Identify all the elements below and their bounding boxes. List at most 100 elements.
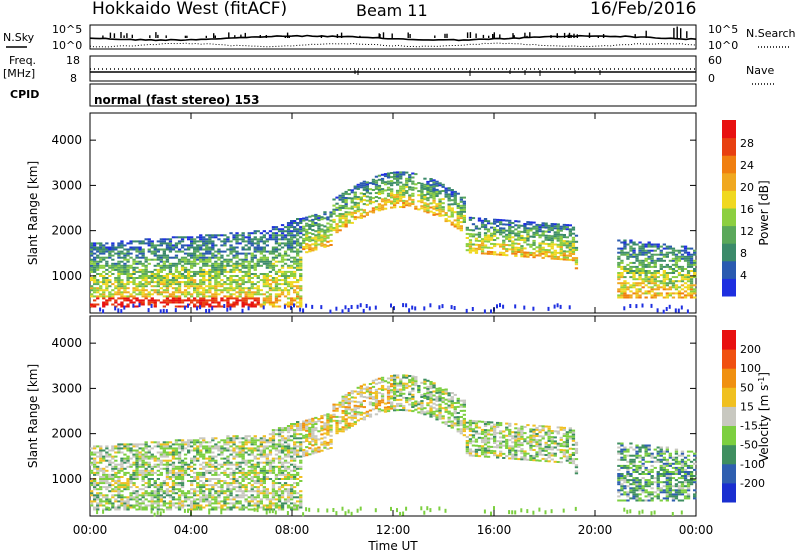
velocity-cell bbox=[253, 486, 257, 489]
power-cell bbox=[314, 248, 318, 251]
velocity-cell bbox=[296, 484, 300, 487]
power-cell bbox=[632, 243, 636, 246]
velocity-cell bbox=[135, 459, 139, 462]
power-cell bbox=[214, 301, 218, 304]
power-cell bbox=[238, 291, 242, 294]
power-cell bbox=[374, 175, 379, 178]
power-cell bbox=[99, 307, 102, 312]
power-cell bbox=[650, 261, 654, 264]
power-cell bbox=[347, 197, 351, 200]
velocity-cell bbox=[259, 439, 263, 442]
power-cell bbox=[617, 261, 621, 264]
power-cell bbox=[632, 276, 636, 279]
power-cell bbox=[514, 234, 518, 237]
power-cell bbox=[223, 304, 226, 308]
velocity-cell bbox=[141, 465, 145, 468]
power-cell bbox=[211, 275, 215, 277]
power-cell bbox=[402, 195, 406, 198]
power-cell bbox=[102, 291, 106, 294]
power-cell bbox=[262, 250, 266, 253]
power-cell bbox=[250, 266, 254, 269]
power-cell bbox=[383, 199, 388, 202]
velocity-cell bbox=[190, 508, 194, 511]
power-cell bbox=[365, 304, 368, 308]
colorbar-tick: 20 bbox=[740, 181, 754, 194]
velocity-cell bbox=[271, 484, 276, 487]
power-cell bbox=[320, 244, 324, 247]
power-cell bbox=[626, 263, 630, 266]
velocity-cell bbox=[262, 435, 266, 438]
velocity-cell bbox=[205, 465, 209, 468]
power-cell bbox=[274, 264, 279, 267]
power-cell bbox=[241, 281, 245, 284]
power-cell bbox=[635, 282, 639, 285]
velocity-cell bbox=[99, 494, 103, 497]
velocity-cell bbox=[190, 484, 194, 487]
power-cell bbox=[335, 208, 339, 211]
velocity-cell bbox=[162, 496, 166, 499]
power-cell bbox=[144, 295, 148, 298]
velocity-cell bbox=[220, 439, 224, 442]
power-cell bbox=[641, 253, 645, 256]
velocity-cell bbox=[226, 467, 230, 470]
power-cell bbox=[117, 270, 121, 273]
power-cell bbox=[108, 266, 112, 269]
power-cell bbox=[541, 234, 545, 237]
power-cell bbox=[638, 241, 642, 244]
power-cell bbox=[202, 242, 206, 245]
velocity-cell bbox=[162, 500, 166, 503]
power-cell bbox=[529, 223, 533, 226]
velocity-cell bbox=[147, 478, 151, 480]
power-cell bbox=[256, 260, 260, 263]
power-cell bbox=[196, 301, 200, 304]
power-cell bbox=[680, 296, 685, 299]
power-cell bbox=[190, 238, 194, 241]
velocity-cell bbox=[208, 500, 212, 503]
power-cell bbox=[138, 275, 142, 277]
power-cell bbox=[432, 199, 436, 202]
velocity-cell bbox=[211, 455, 215, 458]
velocity-cell bbox=[199, 467, 203, 470]
power-cell bbox=[162, 240, 166, 243]
power-cell bbox=[262, 256, 266, 259]
power-cell bbox=[141, 293, 145, 296]
power-cell bbox=[317, 219, 321, 222]
power-cell bbox=[211, 236, 215, 239]
power-cell bbox=[390, 182, 394, 185]
power-cell bbox=[208, 270, 212, 273]
power-cell bbox=[102, 309, 105, 314]
velocity-cell bbox=[202, 465, 206, 468]
power-cell bbox=[180, 258, 185, 261]
power-cell bbox=[120, 250, 124, 253]
velocity-cell bbox=[205, 488, 209, 491]
power-cell bbox=[423, 210, 427, 213]
power-cell bbox=[323, 213, 327, 216]
power-cell bbox=[659, 282, 663, 285]
velocity-cell bbox=[111, 476, 115, 478]
power-cell bbox=[350, 211, 354, 214]
power-cell bbox=[199, 293, 203, 296]
power-cell bbox=[168, 279, 173, 282]
power-cell bbox=[159, 291, 163, 294]
velocity-cell bbox=[117, 494, 121, 497]
power-cell bbox=[314, 213, 318, 216]
power-cell bbox=[132, 281, 136, 284]
power-cell bbox=[241, 308, 244, 313]
power-cell bbox=[271, 289, 276, 292]
power-cell bbox=[380, 179, 385, 182]
power-cell bbox=[568, 254, 572, 257]
power-cell bbox=[96, 248, 100, 251]
velocity-cell bbox=[238, 461, 242, 464]
power-cell bbox=[550, 255, 554, 258]
velocity-cell bbox=[165, 445, 170, 448]
velocity-cell bbox=[168, 486, 173, 489]
power-cell bbox=[129, 293, 133, 296]
power-cell bbox=[544, 234, 548, 237]
velocity-cell bbox=[286, 435, 291, 438]
velocity-cell bbox=[223, 500, 227, 503]
velocity-cell bbox=[271, 433, 276, 436]
velocity-cell bbox=[165, 484, 170, 487]
power-cell bbox=[244, 236, 248, 239]
power-cell bbox=[114, 248, 118, 251]
velocity-cell bbox=[117, 482, 121, 485]
